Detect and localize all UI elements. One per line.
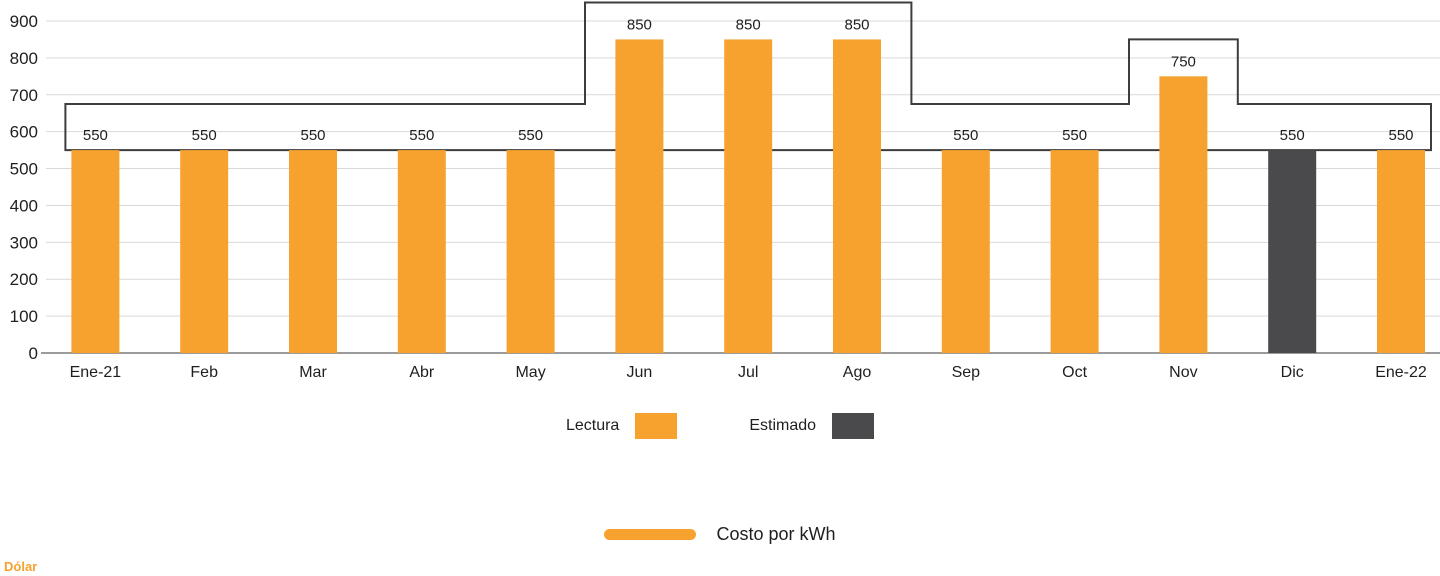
bar-jun bbox=[615, 39, 664, 354]
step-outline bbox=[64, 1, 1432, 152]
x-tick-label: Oct bbox=[1062, 364, 1087, 381]
dolar-label: Dólar bbox=[4, 559, 38, 574]
x-tick-label: Feb bbox=[190, 364, 218, 381]
bar-may bbox=[506, 150, 555, 353]
x-tick-label: Ene-21 bbox=[70, 364, 122, 381]
cost-line-legend: Costo por kWh bbox=[0, 524, 1440, 545]
y-tick-label: 400 bbox=[10, 196, 38, 215]
x-tick-label: Abr bbox=[409, 364, 435, 381]
y-tick-label: 900 bbox=[10, 12, 38, 31]
bar-value-label: 550 bbox=[300, 127, 325, 144]
x-tick-label: Sep bbox=[952, 364, 981, 381]
bar-value-label: 550 bbox=[1280, 127, 1305, 144]
bar-value-label: 550 bbox=[83, 127, 108, 144]
bar-value-label: 850 bbox=[736, 16, 761, 33]
bar-oct bbox=[1050, 150, 1099, 353]
y-tick-label: 200 bbox=[10, 270, 38, 289]
y-tick-label: 800 bbox=[10, 49, 38, 68]
bar-abr bbox=[397, 150, 446, 353]
bar-value-label: 550 bbox=[953, 127, 978, 144]
x-tick-label: Dic bbox=[1281, 364, 1304, 381]
bar-value-label: 550 bbox=[518, 127, 543, 144]
estimado-swatch bbox=[832, 413, 875, 439]
x-tick-label: Jun bbox=[627, 364, 653, 381]
y-tick-label: 500 bbox=[10, 160, 38, 179]
estimado-legend-label: Estimado bbox=[749, 417, 817, 434]
x-tick-label: Ago bbox=[843, 364, 872, 381]
y-tick-label: 600 bbox=[10, 123, 38, 142]
x-tick-label: Mar bbox=[299, 364, 327, 381]
x-tick-label: May bbox=[515, 364, 545, 381]
bar-legend: Lectura Estimado bbox=[0, 413, 1440, 439]
bar-value-label: 850 bbox=[627, 16, 652, 33]
lectura-legend-label: Lectura bbox=[565, 417, 620, 434]
legend-item-lectura: Lectura bbox=[565, 413, 678, 439]
y-tick-label: 0 bbox=[29, 344, 38, 363]
bar-ene-22 bbox=[1377, 150, 1425, 353]
bar-jul bbox=[724, 39, 773, 354]
bar-value-label: 550 bbox=[409, 127, 434, 144]
bar-value-label: 550 bbox=[1062, 127, 1087, 144]
bar-ago bbox=[833, 39, 881, 354]
bar-feb bbox=[180, 150, 229, 353]
bar-dic bbox=[1268, 150, 1317, 353]
bar-ene-21 bbox=[71, 150, 120, 353]
bar-value-label: 550 bbox=[192, 127, 217, 144]
x-tick-label: Nov bbox=[1169, 364, 1197, 381]
bar-chart: 0 100 200 300 400 500 600 700 800 900 550 Ene-21 550… bbox=[10, 1, 1440, 381]
lectura-swatch bbox=[635, 413, 678, 439]
y-tick-label: 300 bbox=[10, 233, 38, 252]
bar-value-label: 750 bbox=[1171, 53, 1196, 70]
bar-value-label: 550 bbox=[1388, 127, 1413, 144]
x-tick-label: Jul bbox=[738, 364, 758, 381]
costo-legend-label: Costo por kWh bbox=[716, 524, 836, 544]
bar-value-label: 850 bbox=[844, 16, 869, 33]
legend-item-estimado: Estimado bbox=[749, 413, 875, 439]
costo-line-swatch bbox=[604, 529, 697, 540]
y-tick-label: 700 bbox=[10, 86, 38, 105]
bar-sep bbox=[941, 150, 990, 353]
bar-mar bbox=[289, 150, 337, 353]
y-tick-label: 100 bbox=[10, 307, 38, 326]
x-tick-label: Ene-22 bbox=[1375, 364, 1427, 381]
bar-nov bbox=[1159, 76, 1208, 353]
